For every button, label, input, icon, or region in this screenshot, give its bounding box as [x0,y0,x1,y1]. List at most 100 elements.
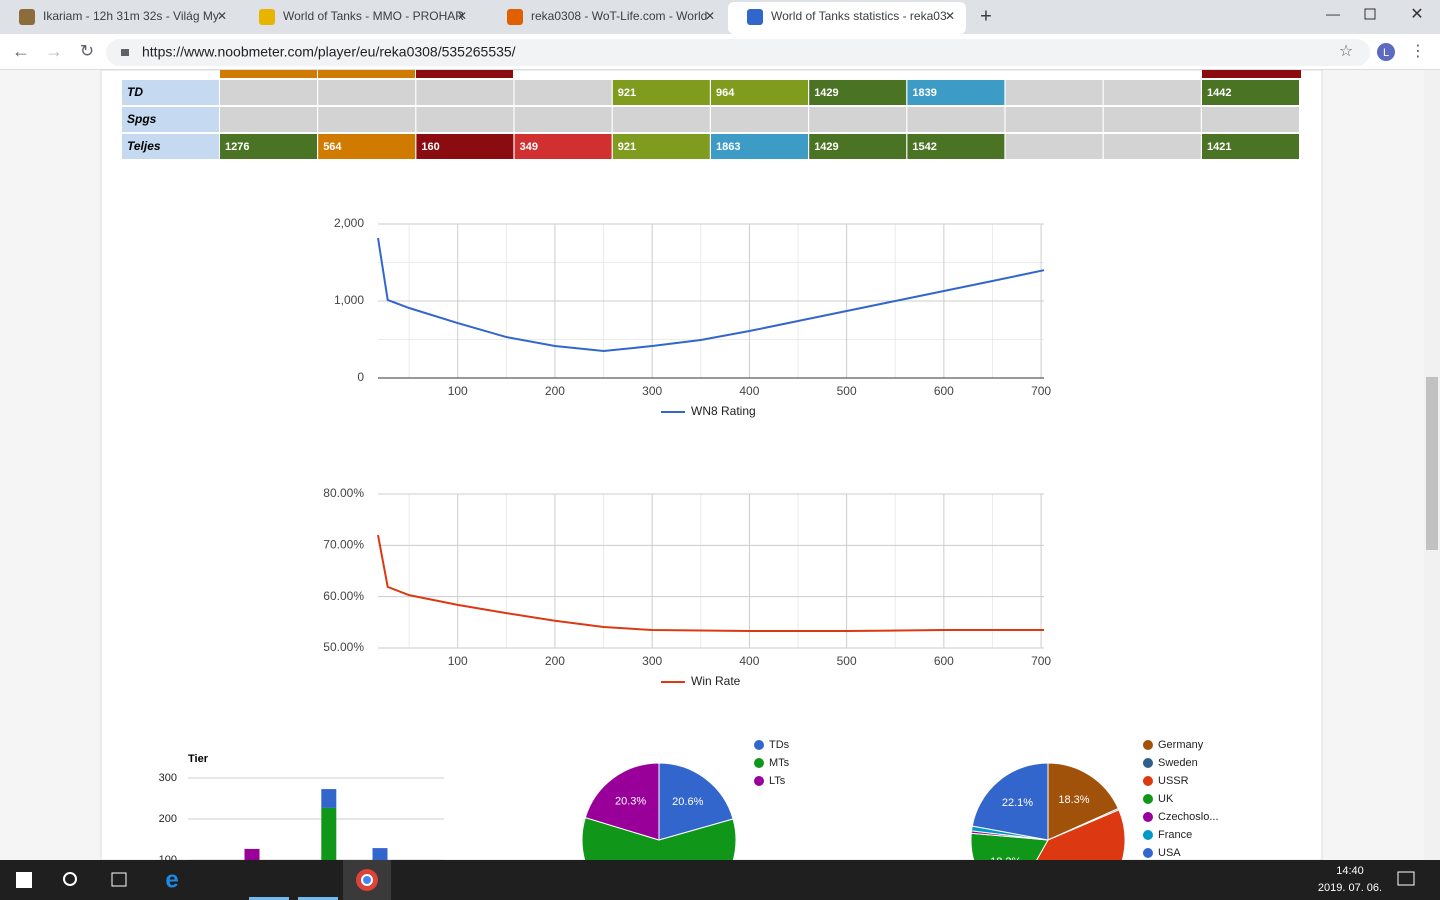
cell-value: 1542 [912,141,936,153]
new-tab[interactable]: + [980,5,992,27]
tab-title[interactable]: Ikariam - 12h 31m 32s - Világ My [43,9,219,23]
tab-icon [19,9,35,25]
x-tick-label: 600 [934,654,954,668]
x-tick-label: 700 [1031,384,1051,398]
forward[interactable]: → [45,41,63,61]
cell [612,107,710,132]
scroll-thumb[interactable] [1426,377,1438,550]
cell [220,134,317,159]
cell [907,80,1005,105]
cell [416,80,514,105]
row-label: Spgs [127,112,157,126]
cell [220,107,317,132]
url: https://www.noobmeter.com/player/eu/reka… [142,44,516,60]
app-indicator [249,897,289,900]
bookmark[interactable]: ☆ [1339,43,1353,60]
cell [416,134,514,159]
x-tick-label: 600 [934,384,954,398]
profile[interactable] [1377,43,1395,61]
tab-title[interactable]: World of Tanks - MMO - PROHAR [283,9,464,23]
legend-label: MTs [769,757,790,769]
y-tick-label: 200 [159,813,177,825]
pie-label: 22.1% [1002,797,1033,809]
cell [1103,134,1201,159]
reload[interactable]: ↻ [80,41,94,60]
maximize[interactable] [1364,8,1376,20]
edge[interactable]: e [165,866,178,893]
menu[interactable]: ⋮ [1410,43,1426,60]
close-window[interactable]: ✕ [1410,6,1423,23]
bar [372,848,388,860]
bar [244,848,260,860]
x-tick-label: 500 [837,384,857,398]
cell [907,107,1005,132]
y-tick-label: 0 [357,370,364,384]
cell [612,80,710,105]
x-tick-label: 100 [448,654,468,668]
tab-title[interactable]: reka0308 - WoT-Life.com - World [531,9,707,23]
legend-dot [1143,794,1153,804]
x-tick-label: 200 [545,654,565,668]
legend-dot [754,740,764,750]
legend-label: WN8 Rating [691,404,756,418]
cell-value: 564 [323,141,342,153]
clock-time: 14:40 [1336,865,1364,877]
x-tick-label: 300 [642,654,662,668]
cell [809,80,907,105]
cell [1005,134,1103,159]
task-view[interactable] [111,872,127,887]
tab-close: ✕ [457,9,467,23]
cell [1103,107,1201,132]
start[interactable] [16,872,32,888]
cell [416,107,514,132]
tab-title[interactable]: World of Tanks statistics - reka03 [771,9,947,23]
cell [1005,80,1103,105]
tab-strip [0,0,1440,34]
cell-value: 1429 [814,87,838,99]
legend-dot [1143,740,1153,750]
cell [1202,134,1299,159]
back[interactable]: ← [12,41,30,61]
cell-value: 1429 [814,141,838,153]
omnibox[interactable] [106,39,1370,66]
legend-dot [1143,812,1153,822]
cell [1202,107,1299,132]
tab-close: ✕ [217,9,227,23]
cell-value: 921 [618,141,636,153]
legend-label: LTs [769,775,786,787]
taskbar: e 14:40 2019. 07. 06. [0,860,1440,900]
pie-slice [1036,809,1126,860]
cell [318,107,416,132]
pie-label: 18.3% [1058,794,1089,806]
x-tick-label: 300 [642,384,662,398]
pie-slice [1047,762,1119,841]
cell [711,80,808,105]
cell-value: 1863 [716,141,740,153]
legend-label: Win Rate [691,674,741,688]
y-tick-label: 70.00% [323,538,364,552]
pie-slice [581,816,737,860]
pie-label: 20.6% [672,796,703,808]
y-tick-label: 60.00% [323,589,364,603]
legend-label: TDs [769,739,790,751]
cell-value: 921 [618,87,636,99]
pie-slice [658,762,734,841]
x-tick-label: 100 [448,384,468,398]
legend-label: USA [1158,847,1181,859]
pie-slice [971,762,1049,841]
row-label: TD [127,85,143,99]
x-tick-label: 700 [1031,654,1051,668]
page: TD 921 964 1429 1839 1442 Spgs Teljes 1276 564 160… [0,70,1424,860]
legend-dot [1143,758,1153,768]
cell [318,134,416,159]
cell [1005,107,1103,132]
minimize[interactable]: — [1326,6,1340,22]
notifications[interactable] [1397,871,1415,886]
legend-label: USSR [1158,775,1189,787]
cell [711,107,808,132]
chrome-center [361,874,373,886]
search[interactable] [63,872,77,886]
cut-cell [220,70,317,78]
cell-value: 1276 [225,141,249,153]
cell [1103,80,1201,105]
